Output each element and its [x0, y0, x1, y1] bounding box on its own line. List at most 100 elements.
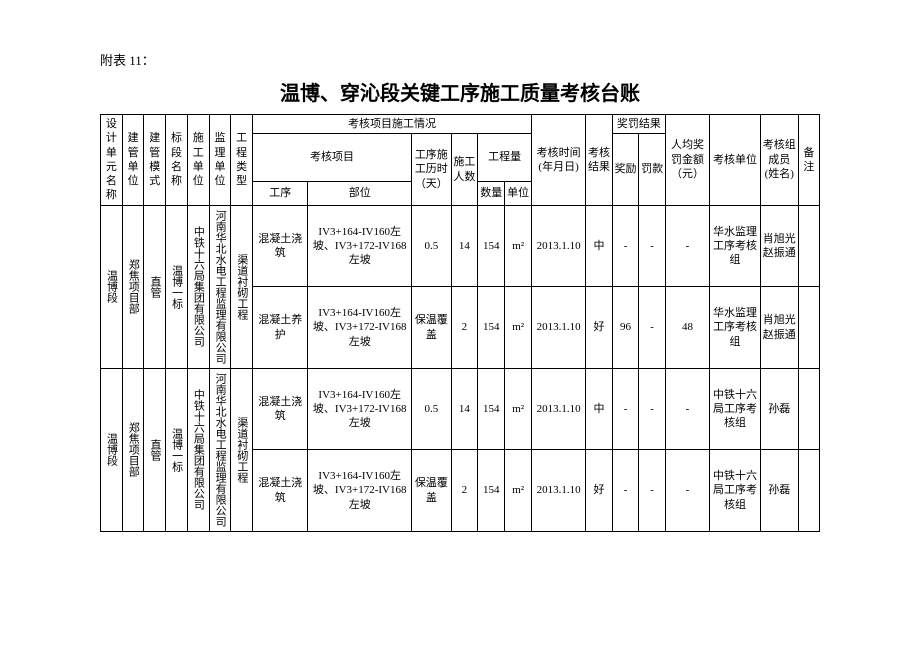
cell-org: 华水监理工序考核组 [710, 205, 761, 287]
table-row: 温博段 郑焦项目部 直管 温博一标 中铁十六局集团有限公司 河南华北水电工程监理… [101, 368, 820, 450]
th-grp-construction: 考核项目施工情况 [253, 115, 532, 134]
th-supervisor: 监理单位 [209, 115, 231, 206]
th-procedure: 工序 [253, 181, 308, 205]
cell-org: 中铁十六局工序考核组 [710, 368, 761, 450]
cell-penalty: - [639, 287, 666, 369]
th-reward: 奖励 [612, 134, 639, 205]
cell-duration: 0.5 [412, 368, 452, 450]
cell-position: IV3+164-IV160左坡、IV3+172-IV168 左坡 [308, 287, 412, 369]
cell-procedure: 混凝土浇筑 [253, 205, 308, 287]
th-date: 考核时间(年月日) [532, 115, 586, 206]
cell-penalty: - [639, 368, 666, 450]
cell-unit: m² [505, 287, 532, 369]
cell-qty: 154 [478, 205, 505, 287]
cell-date: 2013.1.10 [532, 287, 586, 369]
cell-mgmt-mode: 直管 [144, 368, 166, 531]
cell-qty: 154 [478, 450, 505, 532]
th-design-unit: 设计单元名称 [101, 115, 123, 206]
th-result: 考核结果 [586, 115, 613, 206]
cell-duration: 保温覆盖 [412, 450, 452, 532]
cell-avg: - [665, 205, 709, 287]
th-duration: 工序施工历时（天） [412, 134, 452, 205]
cell-members: 孙磊 [760, 450, 798, 532]
cell-org: 中铁十六局工序考核组 [710, 450, 761, 532]
cell-avg: 48 [665, 287, 709, 369]
cell-proj-type: 渠道衬砌工程 [231, 368, 253, 531]
th-workers: 施工人数 [451, 134, 478, 205]
cell-date: 2013.1.10 [532, 205, 586, 287]
cell-contractor: 中铁十六局集团有限公司 [187, 205, 209, 368]
cell-result: 中 [586, 205, 613, 287]
cell-reward: - [612, 205, 639, 287]
cell-contractor: 中铁十六局集团有限公司 [187, 368, 209, 531]
cell-members: 肖旭光赵振通 [760, 205, 798, 287]
cell-remark [798, 287, 819, 369]
cell-reward: 96 [612, 287, 639, 369]
th-position: 部位 [308, 181, 412, 205]
cell-remark [798, 450, 819, 532]
cell-remark [798, 368, 819, 450]
cell-workers: 2 [451, 450, 478, 532]
cell-members: 肖旭光赵振通 [760, 287, 798, 369]
cell-section: 温博一标 [166, 205, 188, 368]
cell-penalty: - [639, 450, 666, 532]
th-grp-item: 考核项目 [253, 134, 412, 182]
cell-reward: - [612, 450, 639, 532]
th-avg: 人均奖罚金额（元） [665, 115, 709, 206]
cell-procedure: 混凝土养护 [253, 287, 308, 369]
cell-unit: m² [505, 450, 532, 532]
th-grp-qty: 工程量 [478, 134, 532, 182]
cell-remark [798, 205, 819, 287]
th-proj-type: 工程类型 [231, 115, 253, 206]
cell-procedure: 混凝土浇筑 [253, 450, 308, 532]
cell-org: 华水监理工序考核组 [710, 287, 761, 369]
th-section: 标段名称 [166, 115, 188, 206]
cell-design-unit: 温博段 [101, 368, 123, 531]
table-row: 温博段 郑焦项目部 直管 温博一标 中铁十六局集团有限公司 河南华北水电工程监理… [101, 205, 820, 287]
cell-workers: 14 [451, 368, 478, 450]
cell-workers: 2 [451, 287, 478, 369]
th-unit: 单位 [505, 181, 532, 205]
th-mgmt-unit: 建管单位 [122, 115, 144, 206]
cell-date: 2013.1.10 [532, 450, 586, 532]
cell-position: IV3+164-IV160左坡、IV3+172-IV168 左坡 [308, 368, 412, 450]
cell-avg: - [665, 368, 709, 450]
cell-avg: - [665, 450, 709, 532]
ledger-table: 设计单元名称 建管单位 建管模式 标段名称 施工单位 监理单位 工程类型 考核项… [100, 114, 820, 532]
cell-workers: 14 [451, 205, 478, 287]
cell-penalty: - [639, 205, 666, 287]
cell-members: 孙磊 [760, 368, 798, 450]
cell-mgmt-unit: 郑焦项目部 [122, 368, 144, 531]
cell-mgmt-mode: 直管 [144, 205, 166, 368]
th-grp-reward: 奖罚结果 [612, 115, 665, 134]
cell-section: 温博一标 [166, 368, 188, 531]
cell-result: 好 [586, 287, 613, 369]
cell-design-unit: 温博段 [101, 205, 123, 368]
cell-proj-type: 渠道衬砌工程 [231, 205, 253, 368]
th-remark: 备注 [798, 115, 819, 206]
th-members: 考核组成员(姓名) [760, 115, 798, 206]
cell-qty: 154 [478, 287, 505, 369]
th-mgmt-mode: 建管模式 [144, 115, 166, 206]
th-org: 考核单位 [710, 115, 761, 206]
cell-position: IV3+164-IV160左坡、IV3+172-IV168 左坡 [308, 450, 412, 532]
attachment-label: 附表 11： [100, 50, 820, 69]
page-title: 温博、穿沁段关键工序施工质量考核台账 [100, 77, 820, 106]
cell-position: IV3+164-IV160左坡、IV3+172-IV168 左坡 [308, 205, 412, 287]
table-body: 温博段 郑焦项目部 直管 温博一标 中铁十六局集团有限公司 河南华北水电工程监理… [101, 205, 820, 531]
cell-date: 2013.1.10 [532, 368, 586, 450]
cell-mgmt-unit: 郑焦项目部 [122, 205, 144, 368]
cell-reward: - [612, 368, 639, 450]
th-penalty: 罚款 [639, 134, 666, 205]
th-contractor: 施工单位 [187, 115, 209, 206]
cell-result: 好 [586, 450, 613, 532]
th-qty: 数量 [478, 181, 505, 205]
cell-result: 中 [586, 368, 613, 450]
cell-unit: m² [505, 368, 532, 450]
cell-duration: 0.5 [412, 205, 452, 287]
cell-procedure: 混凝土浇筑 [253, 368, 308, 450]
cell-supervisor: 河南华北水电工程监理有限公司 [209, 205, 231, 368]
cell-unit: m² [505, 205, 532, 287]
cell-supervisor: 河南华北水电工程监理有限公司 [209, 368, 231, 531]
cell-qty: 154 [478, 368, 505, 450]
